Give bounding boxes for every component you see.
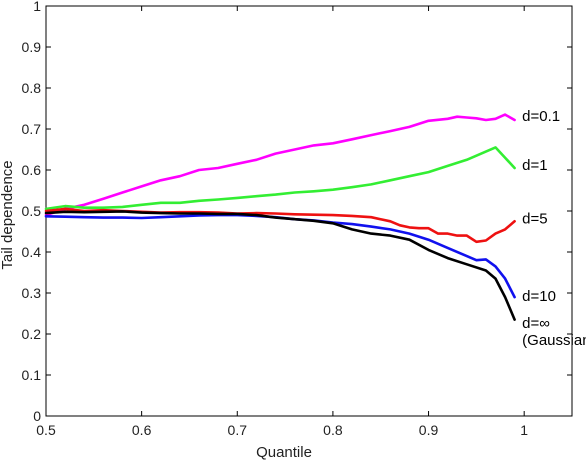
y-tick-label: 0.9 — [22, 39, 42, 55]
series-line-2 — [44, 207, 516, 244]
x-tick-label: 0.8 — [323, 422, 343, 438]
x-tick-label: 1 — [520, 422, 528, 438]
series-label-2: d=5 — [522, 210, 547, 227]
series-line-0 — [44, 113, 516, 217]
y-tick-label: 0.2 — [22, 326, 42, 342]
y-tick-label: 0.1 — [22, 367, 42, 383]
x-axis-ticks: 0.5 0.6 0.7 0.8 0.9 1 — [36, 6, 528, 438]
y-axis-label: Tail dependence — [0, 160, 16, 269]
y-tick-label: 0.4 — [22, 244, 42, 260]
series-line-1 — [44, 146, 516, 211]
y-tick-label: 0.8 — [22, 80, 42, 96]
series-lines — [44, 113, 516, 321]
x-tick-label: 0.6 — [132, 422, 152, 438]
y-tick-label: 0.6 — [22, 162, 42, 178]
x-tick-label: 0.5 — [36, 422, 56, 438]
series-label-3: d=10 — [522, 288, 556, 305]
series-label-4: d=∞ — [522, 315, 550, 332]
series-label-1: d=1 — [522, 157, 547, 174]
x-axis-label: Quantile — [256, 444, 312, 461]
y-axis-ticks: 0 0.1 0.2 0.3 0.4 0.5 0.6 0.7 0.8 0.9 1 — [22, 0, 572, 424]
y-tick-label: 0.3 — [22, 285, 42, 301]
series-line-4 — [44, 210, 516, 321]
y-tick-label: 0.7 — [22, 121, 42, 137]
x-tick-label: 0.9 — [419, 422, 439, 438]
series-labels: d=0.1 d=1 d=5 d=10 d=∞(Gaussian) — [522, 108, 586, 349]
y-tick-label: 1 — [33, 0, 41, 14]
series-label-0: d=0.1 — [522, 108, 560, 125]
y-tick-label: 0 — [33, 408, 41, 424]
series-label-4: (Gaussian) — [522, 332, 586, 349]
y-tick-label: 0.5 — [22, 203, 42, 219]
x-tick-label: 0.7 — [228, 422, 248, 438]
